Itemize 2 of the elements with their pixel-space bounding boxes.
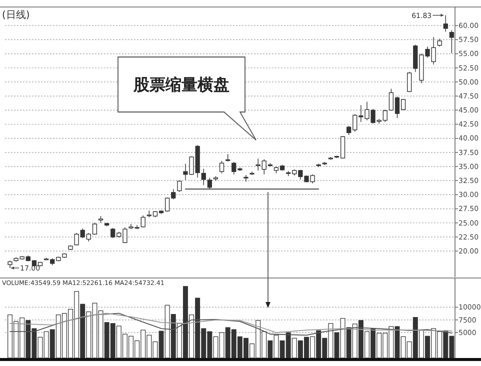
annotation: 股票缩量横盘 <box>132 75 230 94</box>
chart-title: (日线) <box>2 9 30 21</box>
